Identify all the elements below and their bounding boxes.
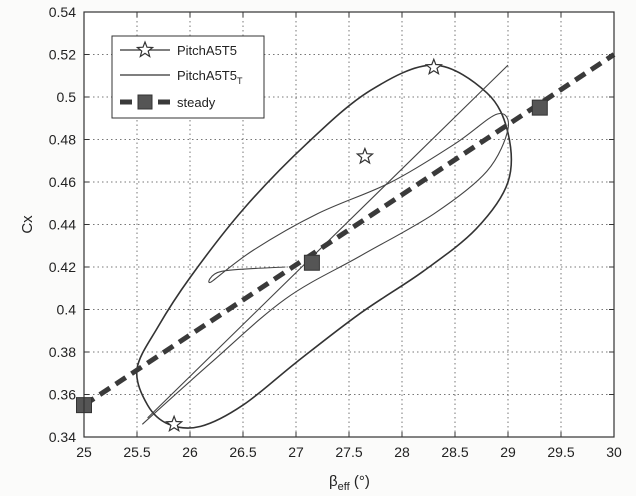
x-tick-label: 25 [76,444,92,460]
y-tick-label: 0.4 [57,302,77,318]
steady-marker [532,100,547,115]
y-tick-label: 0.36 [49,387,76,403]
y-axis-label: Cx [19,215,36,234]
x-tick-label: 25.5 [123,444,150,460]
x-axis-label: βeff (°) [329,473,370,493]
x-tick-label: 26 [182,444,198,460]
y-tick-label: 0.52 [49,47,76,63]
y-tick-label: 0.5 [57,89,77,105]
x-tick-label: 26.5 [229,444,256,460]
legend-label: PitchA5T5 [177,43,237,58]
y-tick-label: 0.38 [49,344,76,360]
y-tick-label: 0.46 [49,174,76,190]
legend-label: steady [177,95,216,110]
x-tick-label: 28.5 [441,444,468,460]
x-tick-label: 28 [394,444,410,460]
steady-marker [304,255,319,270]
y-tick-label: 0.44 [49,217,76,233]
y-tick-label: 0.54 [49,4,76,20]
x-tick-label: 30 [606,444,622,460]
y-tick-label: 0.34 [49,429,76,445]
legend-marker-square [138,95,152,109]
y-tick-label: 0.42 [49,259,76,275]
x-tick-label: 27.5 [335,444,362,460]
x-tick-label: 27 [288,444,304,460]
y-tick-label: 0.48 [49,132,76,148]
x-tick-label: 29.5 [547,444,574,460]
x-tick-label: 29 [500,444,516,460]
